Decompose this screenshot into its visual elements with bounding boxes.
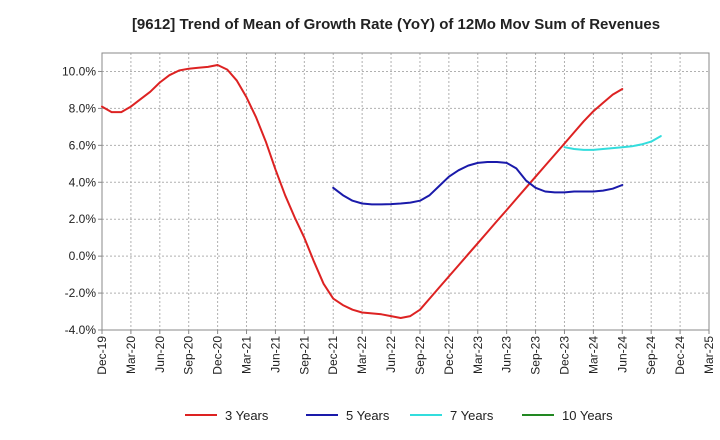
- x-tick-label: Sep-20: [182, 336, 196, 375]
- series-lines: [101, 64, 662, 319]
- y-tick-label: 4.0%: [69, 175, 97, 189]
- y-tick-label: -4.0%: [65, 323, 97, 337]
- chart-title: [9612] Trend of Mean of Growth Rate (YoY…: [132, 16, 660, 33]
- x-tick-label: Jun-24: [615, 336, 629, 373]
- legend-label: 10 Years: [562, 408, 613, 423]
- x-tick-label: Mar-22: [355, 336, 369, 374]
- x-tick-label: Mar-20: [124, 336, 138, 374]
- x-tick-label: Sep-22: [413, 336, 427, 375]
- x-tick-label: Jun-22: [384, 336, 398, 373]
- y-tick-label: -2.0%: [65, 286, 97, 300]
- y-tick-label: 2.0%: [69, 212, 97, 226]
- legend-label: 7 Years: [450, 408, 494, 423]
- grid-lines: [101, 53, 710, 331]
- x-tick-label: Dec-22: [442, 336, 456, 375]
- y-tick-label: 6.0%: [69, 138, 97, 152]
- plot-area-border: [101, 52, 710, 331]
- x-tick-label: Dec-23: [557, 336, 571, 375]
- x-tick-label: Mar-24: [586, 336, 600, 374]
- x-tick-label: Sep-24: [644, 336, 658, 375]
- x-tick-label: Dec-20: [211, 336, 225, 375]
- series-line-3-years: [101, 64, 624, 319]
- x-tick-label: Jun-23: [500, 336, 514, 373]
- y-tick-label: 8.0%: [69, 101, 97, 115]
- x-tick-label: Dec-21: [326, 336, 340, 375]
- x-tick-label: Mar-23: [471, 336, 485, 374]
- legend: 3 Years 5 Years 7 Years 10 Years: [185, 408, 613, 423]
- x-tick-label: Jun-21: [268, 336, 282, 373]
- x-tick-label: Sep-23: [529, 336, 543, 375]
- x-tick-label: Mar-21: [240, 336, 254, 374]
- y-tick-label: 0.0%: [69, 249, 97, 263]
- legend-label: 5 Years: [346, 408, 390, 423]
- x-tick-label: Jun-20: [153, 336, 167, 373]
- series-line-7-years: [563, 135, 662, 151]
- x-tick-label: Dec-19: [95, 336, 109, 375]
- y-tick-label: 10.0%: [62, 64, 96, 78]
- y-axis: 10.0% 8.0% 6.0% 4.0% 2.0% 0.0% -2.0% -4.0%: [62, 64, 102, 337]
- series-line-5-years: [332, 161, 624, 206]
- legend-label: 3 Years: [225, 408, 269, 423]
- x-axis: Dec-19 Mar-20 Jun-20 Sep-20 Dec-20 Mar-21 Jun-…: [95, 330, 716, 375]
- x-tick-label: Sep-21: [297, 336, 311, 375]
- x-tick-label: Dec-24: [673, 336, 687, 375]
- x-tick-label: Mar-25: [702, 336, 716, 374]
